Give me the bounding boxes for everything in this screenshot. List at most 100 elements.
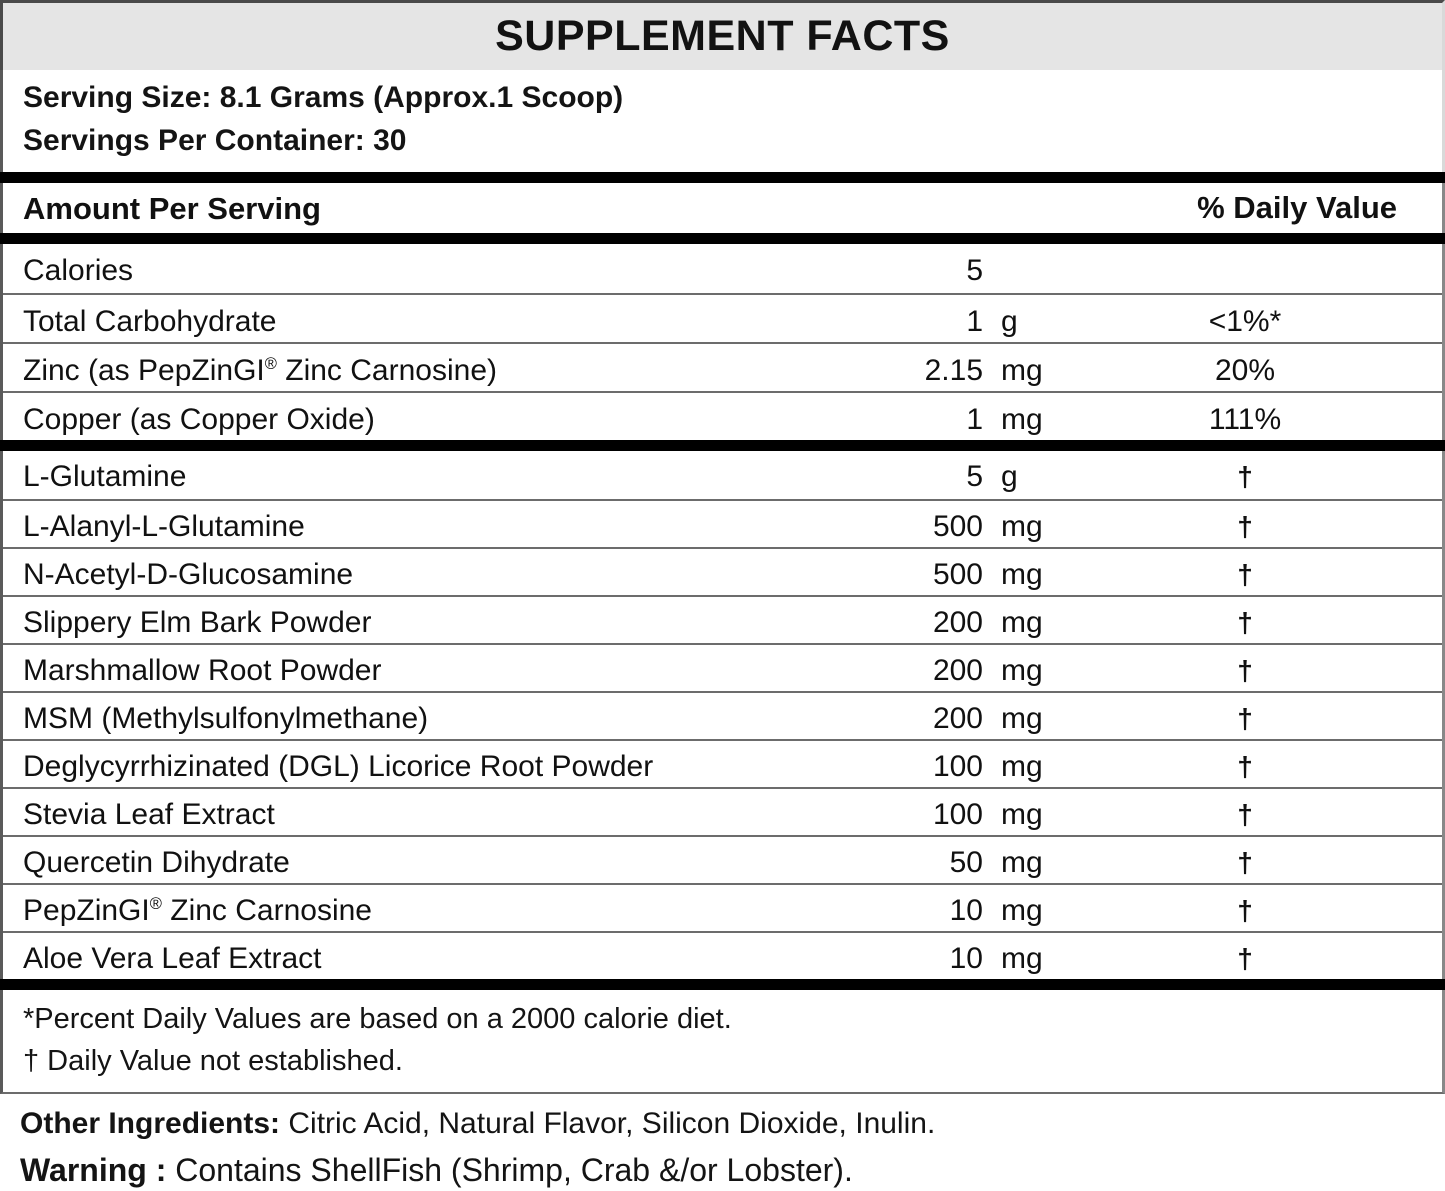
dagger-icon: †: [1237, 799, 1253, 831]
table-row: PepZinGI® Zinc Carnosine 10 mg †: [3, 883, 1442, 931]
table-row: L-Glutamine 5 g †: [3, 451, 1442, 499]
row-name: Stevia Leaf Extract: [23, 798, 275, 832]
column-header-section: Amount Per Serving % Daily Value: [0, 183, 1445, 234]
dagger-icon: †: [1237, 895, 1253, 927]
row-daily-value: †: [1093, 512, 1442, 542]
row-name: Zinc (as PepZinGI® Zinc Carnosine): [23, 354, 497, 388]
other-ingredients-label: Other Ingredients:: [20, 1106, 281, 1140]
row-daily-value: 20%: [1214, 354, 1276, 388]
ingredient-table: L-Glutamine 5 g † L-Alanyl-L-Glutamine 500 mg †…: [0, 451, 1445, 980]
registered-trademark-icon: ®: [149, 895, 162, 914]
row-amount: 2.15: [924, 354, 983, 388]
warning-text: Contains ShellFish (Shrimp, Crab &/or Lo…: [166, 1151, 853, 1188]
row-amount: 200: [932, 606, 983, 640]
row-name: N-Acetyl-D-Glucosamine: [23, 558, 354, 592]
row-unit: mg: [1001, 702, 1043, 736]
row-name: PepZinGI® Zinc Carnosine: [23, 894, 372, 928]
warning-line: Warning : Contains ShellFish (Shrimp, Cr…: [20, 1150, 1445, 1191]
row-amount: 100: [932, 798, 983, 832]
table-row: MSM (Methylsulfonylmethane) 200 mg †: [3, 691, 1442, 739]
dagger-icon: †: [1237, 751, 1253, 783]
dagger-icon: †: [1237, 703, 1253, 735]
row-unit: mg: [1001, 403, 1043, 437]
row-name: L-Glutamine: [23, 460, 187, 494]
table-row: Calories 5: [3, 244, 1442, 293]
row-unit: g: [1001, 460, 1018, 494]
row-name: Aloe Vera Leaf Extract: [23, 942, 322, 976]
table-row: Zinc (as PepZinGI® Zinc Carnosine) 2.15 mg…: [3, 342, 1442, 391]
table-row: Marshmallow Root Powder 200 mg †: [3, 643, 1442, 691]
dagger-icon: †: [1237, 943, 1253, 975]
dagger-icon: †: [1237, 511, 1253, 543]
row-unit: mg: [1001, 354, 1043, 388]
row-daily-value: †: [1093, 896, 1442, 926]
table-row: Quercetin Dihydrate 50 mg †: [3, 835, 1442, 883]
footnote-line-2: † Daily Value not established.: [23, 1044, 403, 1077]
table-row: Copper (as Copper Oxide) 1 mg 111%: [3, 391, 1442, 440]
row-daily-value: †: [1093, 848, 1442, 878]
row-unit: mg: [1001, 798, 1043, 832]
row-unit: mg: [1001, 558, 1043, 592]
row-daily-value: †: [1093, 462, 1442, 492]
row-unit: mg: [1001, 510, 1043, 544]
row-name: MSM (Methylsulfonylmethane): [23, 702, 429, 736]
row-amount: 500: [932, 558, 983, 592]
rule-below-column-header: [0, 233, 1445, 245]
table-row: Stevia Leaf Extract 100 mg †: [3, 787, 1442, 835]
table-row: Deglycyrrhizinated (DGL) Licorice Root P…: [3, 739, 1442, 787]
row-daily-value: †: [1093, 800, 1442, 830]
row-daily-value: †: [1093, 608, 1442, 638]
daily-value-header: % Daily Value: [1197, 190, 1397, 226]
row-name: Calories: [23, 254, 134, 288]
row-unit: mg: [1001, 654, 1043, 688]
footnote-box: *Percent Daily Values are based on a 200…: [0, 990, 1445, 1094]
servings-per-container-text: Servings Per Container: 30: [23, 124, 407, 158]
serving-size-text: Serving Size: 8.1 Grams (Approx.1 Scoop): [23, 81, 624, 114]
other-ingredients-line: Other Ingredients: Citric Acid, Natural …: [20, 1104, 1445, 1143]
rule-above-column-header: [0, 172, 1445, 184]
other-ingredients-text: Citric Acid, Natural Flavor, Silicon Dio…: [280, 1106, 936, 1140]
row-amount: 500: [932, 510, 983, 544]
rule-above-footnotes: [0, 979, 1445, 991]
row-daily-value: †: [1093, 752, 1442, 782]
row-amount: 50: [949, 846, 983, 880]
row-amount: 5: [966, 460, 983, 494]
row-unit: mg: [1001, 606, 1043, 640]
row-name: Deglycyrrhizinated (DGL) Licorice Root P…: [23, 750, 654, 784]
row-daily-value: 111%: [1208, 403, 1282, 437]
column-header-row: Amount Per Serving % Daily Value: [3, 183, 1442, 233]
serving-info-block: Serving Size: 8.1 Grams (Approx.1 Scoop)…: [0, 70, 1445, 173]
row-amount: 1: [966, 305, 983, 339]
row-unit: mg: [1001, 750, 1043, 784]
nutrient-table: Calories 5 Total Carbohydrate 1 g <1%* Zinc (a…: [0, 244, 1445, 441]
row-amount: 100: [932, 750, 983, 784]
page-title: SUPPLEMENT FACTS: [495, 12, 950, 60]
row-unit: mg: [1001, 942, 1043, 976]
table-row: L-Alanyl-L-Glutamine 500 mg †: [3, 499, 1442, 547]
row-amount: 10: [949, 942, 983, 976]
row-amount: 5: [966, 254, 983, 288]
row-name: Slippery Elm Bark Powder: [23, 606, 372, 640]
row-name: Copper (as Copper Oxide): [23, 403, 375, 437]
dagger-icon: †: [1237, 607, 1253, 639]
row-name: L-Alanyl-L-Glutamine: [23, 510, 305, 544]
row-daily-value: †: [1093, 944, 1442, 974]
table-row: Total Carbohydrate 1 g <1%*: [3, 293, 1442, 342]
row-amount: 10: [949, 894, 983, 928]
row-name: Marshmallow Root Powder: [23, 654, 382, 688]
row-daily-value: †: [1093, 656, 1442, 686]
footnote-line-1: *Percent Daily Values are based on a 200…: [23, 1003, 732, 1036]
label-title-band: SUPPLEMENT FACTS: [0, 0, 1445, 70]
row-daily-value: †: [1093, 704, 1442, 734]
registered-trademark-icon: ®: [264, 355, 277, 374]
dagger-icon: †: [1237, 461, 1253, 493]
bottom-notes: Other Ingredients: Citric Acid, Natural …: [0, 1094, 1445, 1191]
row-amount: 200: [932, 702, 983, 736]
row-unit: g: [1001, 305, 1018, 339]
row-amount: 200: [932, 654, 983, 688]
row-unit: mg: [1001, 846, 1043, 880]
dagger-icon: †: [1237, 655, 1253, 687]
row-daily-value: <1%*: [1208, 305, 1282, 339]
row-name: Total Carbohydrate: [23, 305, 277, 339]
